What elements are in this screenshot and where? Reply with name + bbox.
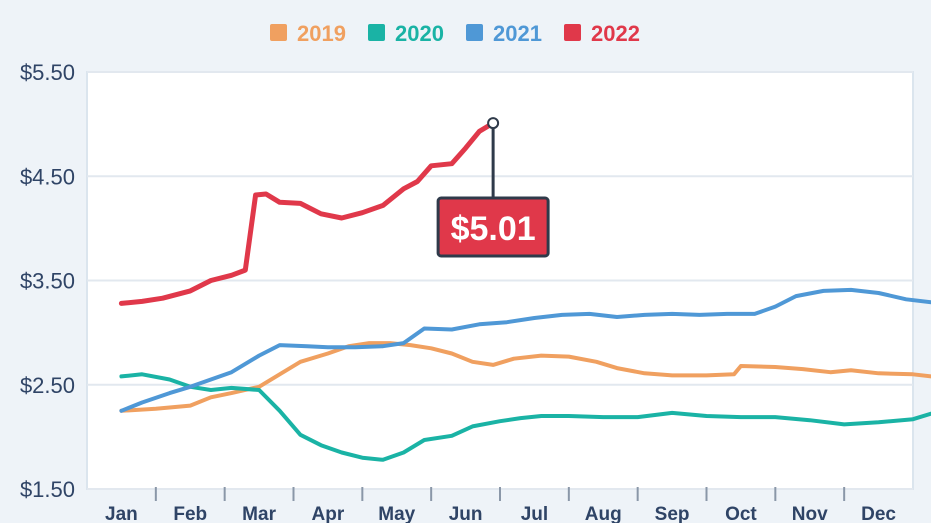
y-tick-label: $3.50 [20,269,75,294]
legend-label-2022: 2022 [591,21,640,46]
x-tick-label: May [378,504,415,523]
x-tick-label: Mar [242,504,276,523]
y-tick-label: $4.50 [20,164,75,189]
x-tick-label: Feb [173,504,207,523]
y-tick-label: $1.50 [20,477,75,502]
price-callout: $5.01 [436,117,550,258]
legend-label-2021: 2021 [493,21,542,46]
x-tick-label: Oct [725,504,757,523]
series-line-2019 [119,341,931,413]
legend-swatch-2021 [466,24,483,41]
callout-point [487,117,500,130]
legend-swatch-2019 [270,24,287,41]
legend-swatch-2022 [564,24,581,41]
legend-swatch-2020 [368,24,385,41]
x-tick-label: Jun [449,504,483,523]
x-tick-label: Apr [312,504,345,523]
legend-label-2019: 2019 [297,21,346,46]
x-tick-label: Jul [521,504,548,523]
y-tick-label: $5.50 [20,60,75,85]
series-line-2020 [119,372,931,462]
series-line-2021 [119,287,931,413]
x-tick-label: Aug [585,504,622,523]
y-axis: $1.50 $2.50 $3.50 $4.50 $5.50 [20,60,75,502]
callout-label: $5.01 [451,210,536,248]
x-tick-label: Jan [105,504,138,523]
y-tick-label: $2.50 [20,373,75,398]
x-tick-label: Nov [792,504,828,523]
legend-label-2020: 2020 [395,21,444,46]
x-tick-label: Sep [655,504,690,523]
legend: 2019 2020 2021 2022 [270,21,640,46]
series-line-2022 [118,120,496,306]
callout-box [436,196,550,258]
x-axis: Jan Feb Mar Apr May Jun Jul Aug Sep Oct Nov Dec [105,487,896,523]
x-tick-label: Dec [861,504,896,523]
series-lines [118,120,931,462]
